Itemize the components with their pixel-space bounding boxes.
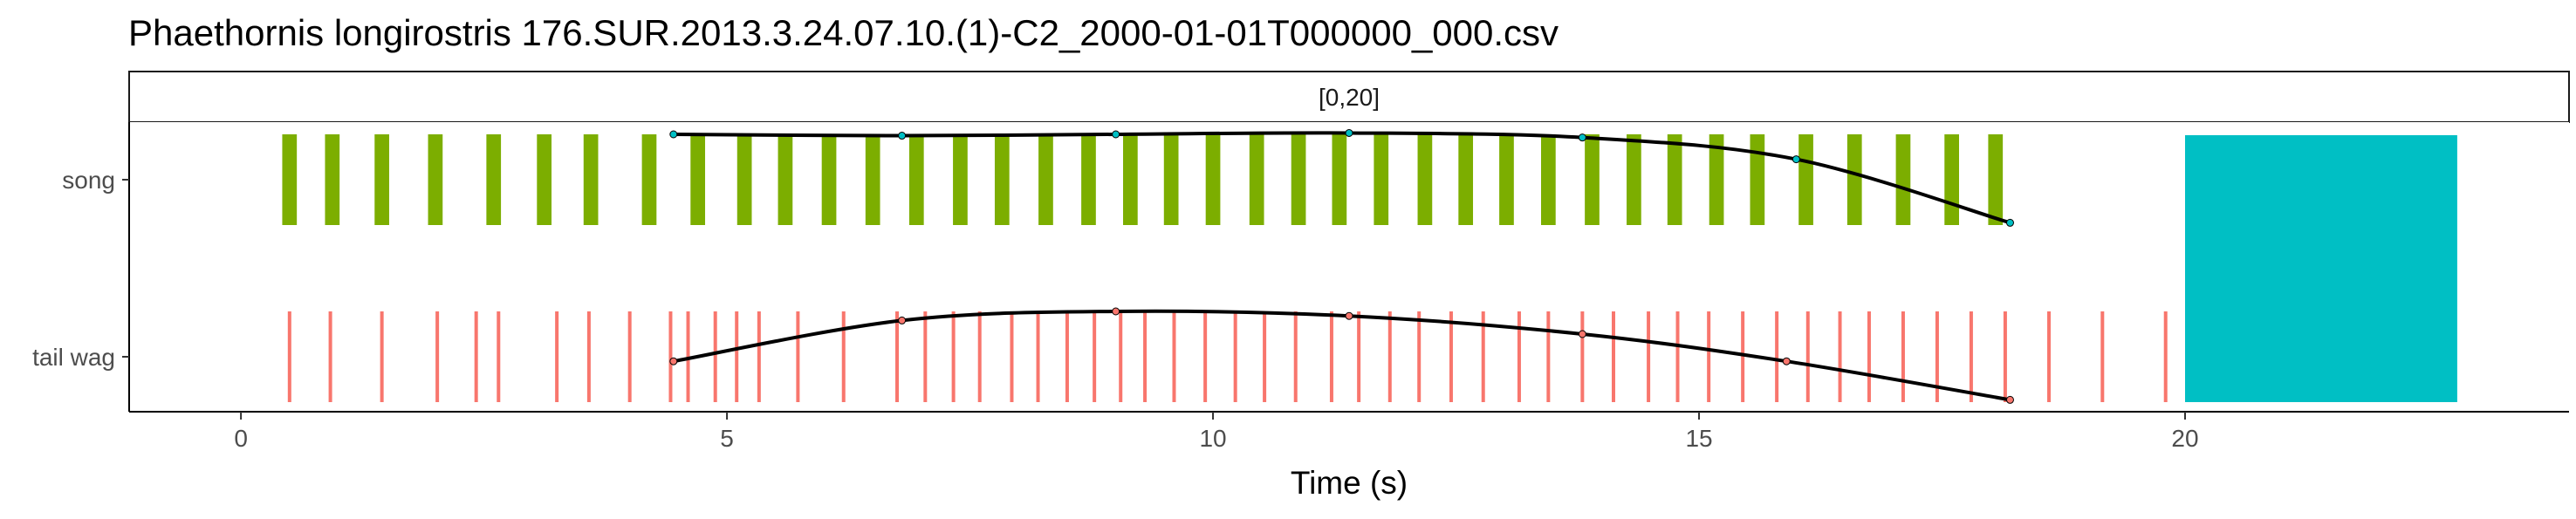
y-ticks: song tail wag bbox=[32, 167, 129, 371]
event-song-13 bbox=[908, 134, 924, 225]
event-song-35 bbox=[1846, 134, 1862, 225]
marks bbox=[282, 128, 2457, 404]
event-song-11 bbox=[821, 134, 837, 225]
event-song-5 bbox=[537, 134, 552, 225]
event-song-22 bbox=[1291, 134, 1306, 225]
trend-point-song-6 bbox=[2005, 218, 2014, 227]
event-song-20 bbox=[1205, 134, 1221, 225]
event-song-32 bbox=[1709, 134, 1724, 225]
event-song-34 bbox=[1798, 134, 1813, 225]
event-song-27 bbox=[1499, 134, 1514, 225]
trend-point-tail-wag-5 bbox=[1782, 357, 1791, 365]
trend-point-song-5 bbox=[1792, 155, 1800, 164]
event-song-8 bbox=[690, 134, 706, 225]
x-axis-label: Time (s) bbox=[1291, 465, 1408, 501]
event-song-4 bbox=[486, 134, 502, 225]
trend-point-song-2 bbox=[1112, 130, 1120, 139]
event-song-31 bbox=[1667, 134, 1682, 225]
y-tick-label-tail-wag: tail wag bbox=[32, 344, 115, 371]
event-song-1 bbox=[325, 134, 340, 225]
event-song-25 bbox=[1417, 134, 1433, 225]
facet-label: [0,20] bbox=[1319, 84, 1380, 111]
x-tick-label-3: 15 bbox=[1685, 425, 1712, 452]
event-song-33 bbox=[1750, 134, 1765, 225]
event-song-19 bbox=[1163, 134, 1179, 225]
event-song-30 bbox=[1627, 134, 1641, 225]
trend-point-tail-wag-3 bbox=[1345, 311, 1353, 320]
event-song-7 bbox=[641, 134, 657, 225]
event-song-38 bbox=[1988, 134, 2004, 225]
x-ticks: 0 5 10 15 20 bbox=[234, 412, 2199, 452]
chart-title: Phaethornis longirostris 176.SUR.2013.3.… bbox=[128, 12, 1559, 53]
trend-point-song-1 bbox=[898, 132, 907, 140]
trend-point-tail-wag-6 bbox=[2005, 395, 2014, 404]
event-song-2 bbox=[374, 134, 389, 225]
event-song-36 bbox=[1895, 134, 1911, 225]
trend-point-tail-wag-0 bbox=[669, 357, 678, 365]
trend-point-song-3 bbox=[1345, 128, 1353, 137]
trend-point-song-4 bbox=[1578, 133, 1586, 142]
event-song-16 bbox=[1038, 134, 1053, 225]
event-song-24 bbox=[1374, 134, 1389, 225]
event-song-21 bbox=[1249, 134, 1264, 225]
event-song-14 bbox=[953, 134, 968, 225]
facet-strip bbox=[128, 71, 2570, 123]
x-tick-label-0: 0 bbox=[234, 425, 248, 452]
event-song-3 bbox=[428, 134, 443, 225]
event-song-12 bbox=[865, 134, 880, 225]
trend-point-tail-wag-4 bbox=[1578, 330, 1586, 338]
event-song-17 bbox=[1081, 134, 1096, 225]
x-tick-label-1: 5 bbox=[720, 425, 734, 452]
plot-panel bbox=[129, 122, 2569, 412]
trend-point-tail-wag-1 bbox=[898, 316, 907, 324]
event-song-9 bbox=[736, 134, 752, 225]
y-tick-label-song: song bbox=[62, 167, 115, 194]
event-song-10 bbox=[778, 134, 793, 225]
event-song-18 bbox=[1123, 134, 1138, 225]
event-song-29 bbox=[1585, 134, 1600, 225]
event-song-26 bbox=[1458, 134, 1474, 225]
fill-block bbox=[2184, 135, 2457, 402]
x-tick-label-4: 20 bbox=[2171, 425, 2198, 452]
event-song-15 bbox=[994, 134, 1010, 225]
event-song-28 bbox=[1541, 134, 1556, 225]
x-tick-label-2: 10 bbox=[1199, 425, 1226, 452]
event-song-23 bbox=[1332, 134, 1347, 225]
event-song-0 bbox=[282, 134, 298, 225]
event-song-37 bbox=[1944, 134, 1959, 225]
trend-point-tail-wag-2 bbox=[1112, 307, 1120, 316]
event-song-6 bbox=[583, 134, 599, 225]
trend-point-song-0 bbox=[669, 130, 678, 139]
